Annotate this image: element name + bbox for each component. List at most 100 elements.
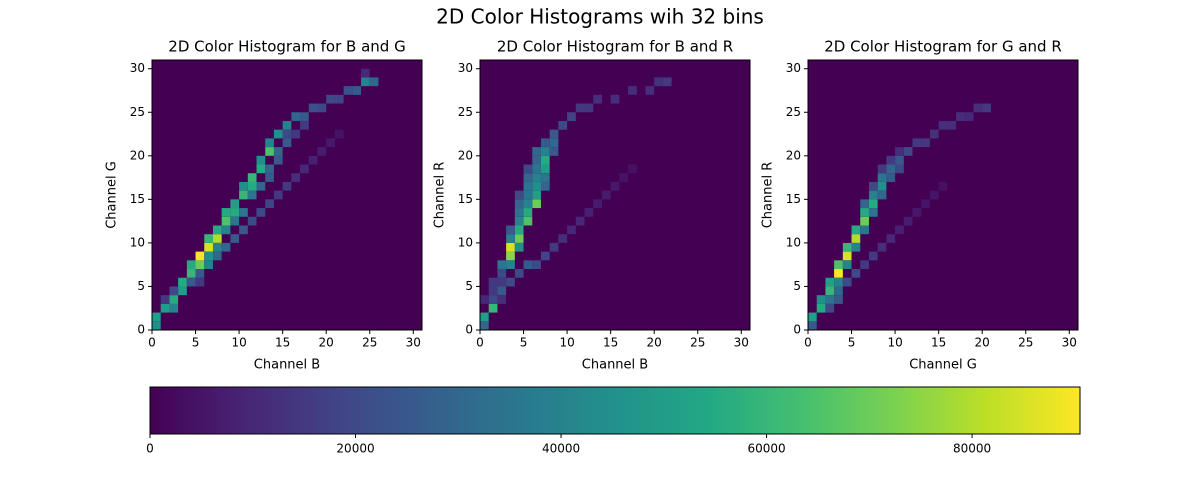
cell — [610, 181, 620, 191]
cell — [291, 173, 301, 182]
cell — [842, 251, 852, 261]
cell — [514, 242, 524, 252]
cell — [912, 138, 922, 148]
cell — [877, 181, 887, 191]
plot-background — [152, 60, 422, 330]
cell — [195, 251, 205, 261]
y-tick-label: 10 — [130, 235, 145, 249]
cell — [506, 242, 515, 252]
cell — [514, 199, 524, 209]
x-tick-label: 15 — [603, 336, 618, 350]
cell — [247, 216, 257, 226]
y-tick-label: 20 — [130, 148, 145, 162]
cell — [212, 234, 222, 243]
cell — [549, 147, 559, 156]
axes-frame — [151, 59, 423, 331]
cell — [895, 225, 904, 235]
cell — [601, 190, 611, 200]
cell — [532, 199, 541, 209]
y-tick-label: 30 — [130, 61, 145, 75]
cells — [152, 68, 379, 330]
cell — [204, 242, 213, 252]
cell — [480, 312, 489, 322]
axes-title: 2D Color Histogram for B and G — [168, 38, 405, 56]
cell — [265, 138, 274, 148]
cell — [834, 277, 843, 287]
cell — [921, 199, 930, 209]
cell — [938, 181, 948, 191]
cell — [540, 155, 550, 165]
cell — [497, 286, 507, 296]
cell — [860, 260, 869, 270]
cell — [256, 181, 266, 191]
cell — [558, 234, 568, 243]
y-tick-label: 0 — [465, 323, 473, 337]
cell — [558, 120, 568, 130]
cell — [808, 312, 817, 322]
cell — [514, 190, 524, 200]
cell — [532, 173, 541, 182]
cell — [488, 295, 498, 304]
cell — [895, 155, 904, 165]
cell — [523, 173, 533, 182]
cell — [868, 208, 878, 217]
cell — [532, 181, 541, 191]
cell — [567, 112, 576, 121]
cell — [903, 216, 913, 226]
cell — [369, 77, 379, 87]
cell — [497, 277, 507, 287]
cell — [169, 286, 179, 296]
cell — [532, 155, 541, 165]
cells — [480, 77, 672, 330]
y-tick-label: 30 — [786, 61, 801, 75]
cell — [265, 147, 274, 156]
cell — [343, 86, 353, 95]
cell — [947, 120, 957, 130]
y-tick-label: 25 — [458, 105, 473, 119]
y-tick-label: 5 — [793, 279, 801, 293]
x-tick-label: 0 — [148, 336, 156, 350]
cell — [506, 260, 515, 270]
cell — [265, 199, 274, 209]
cell — [506, 251, 515, 261]
cell — [540, 138, 550, 148]
cell — [523, 164, 533, 174]
cell — [221, 208, 231, 217]
cell — [895, 164, 904, 174]
y-tick-label: 15 — [130, 192, 145, 206]
cell — [860, 199, 869, 209]
cell — [239, 225, 248, 235]
cell — [523, 260, 533, 270]
cell — [160, 303, 170, 313]
cell — [540, 164, 550, 174]
cell — [532, 260, 541, 270]
cell — [514, 216, 524, 226]
x-tick-label: 15 — [931, 336, 946, 350]
cell — [497, 260, 507, 270]
y-tick-label: 20 — [786, 148, 801, 162]
cell — [523, 181, 533, 191]
cell — [532, 164, 541, 174]
axes-title: 2D Color Histogram for G and R — [824, 38, 1062, 56]
x-tick-label: 25 — [362, 336, 377, 350]
cell — [834, 295, 843, 304]
x-tick-label: 0 — [476, 336, 484, 350]
colorbar-tick-label: 60000 — [747, 442, 785, 456]
cell — [964, 112, 974, 121]
x-tick-label: 15 — [275, 336, 290, 350]
cell — [247, 173, 257, 182]
cell — [152, 312, 161, 322]
y-tick-label: 25 — [786, 105, 801, 119]
cell — [842, 277, 852, 287]
cell — [825, 277, 835, 287]
cell — [662, 77, 672, 87]
cell — [186, 277, 196, 287]
cell — [540, 251, 550, 261]
cell — [877, 242, 887, 252]
cell — [593, 94, 602, 104]
cell — [654, 77, 663, 87]
cell — [221, 216, 231, 226]
x-tick-label: 25 — [1018, 336, 1033, 350]
cell — [886, 164, 896, 174]
cell — [186, 260, 196, 270]
